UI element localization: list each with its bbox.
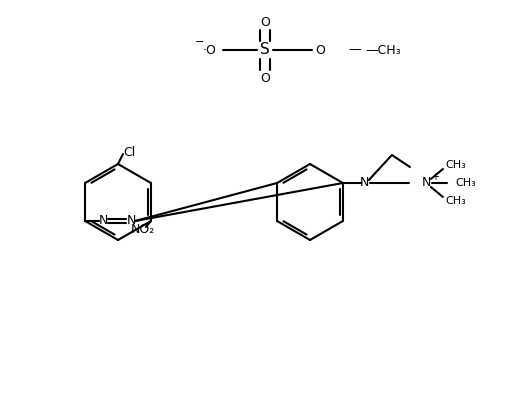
Text: S: S [260, 43, 270, 58]
Text: O: O [260, 72, 270, 85]
Text: Cl: Cl [123, 145, 135, 158]
Text: +: + [431, 172, 439, 182]
Text: CH₃: CH₃ [445, 160, 466, 170]
Text: N: N [126, 215, 136, 228]
Text: —CH₃: —CH₃ [365, 43, 401, 57]
Text: CH₃: CH₃ [445, 196, 466, 206]
Text: O: O [260, 15, 270, 28]
Text: O: O [315, 43, 325, 57]
Text: ·O: ·O [203, 43, 217, 57]
Text: −: − [196, 37, 205, 47]
Text: N: N [99, 215, 108, 228]
Text: CH₃: CH₃ [455, 178, 475, 188]
Text: N: N [360, 177, 369, 190]
Text: N: N [422, 177, 431, 190]
Text: —: — [349, 43, 361, 57]
Text: NO₂: NO₂ [131, 222, 155, 235]
